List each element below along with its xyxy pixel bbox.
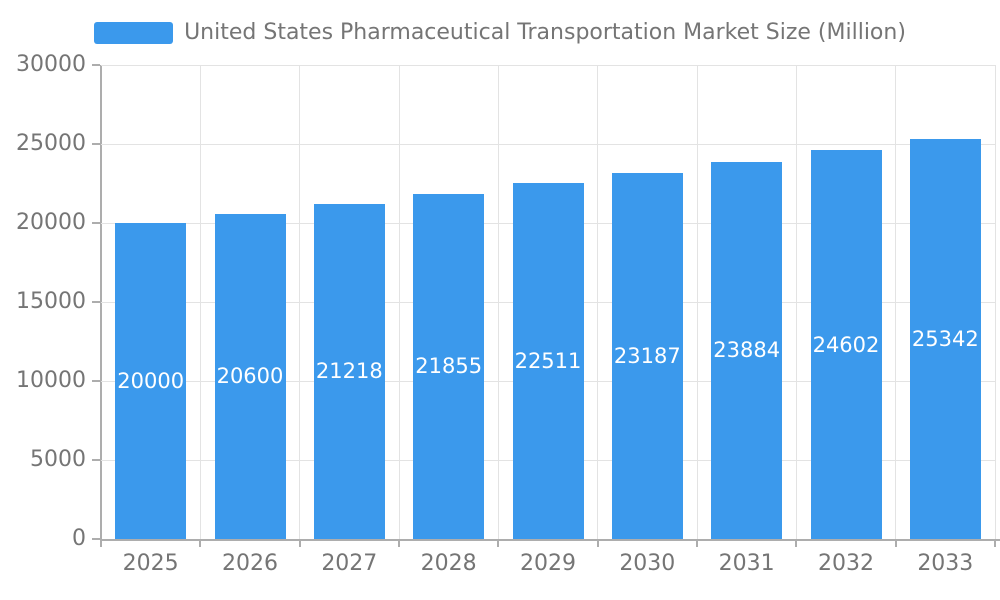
bar-2029[interactable] [512, 183, 584, 539]
y-axis-label: 15000 [16, 289, 86, 314]
bar-2026[interactable] [214, 213, 286, 539]
gridline-vertical [597, 65, 599, 539]
x-axis-label: 2033 [917, 551, 974, 576]
x-axis-label: 2028 [420, 551, 477, 576]
x-axis-label: 2026 [221, 551, 278, 576]
bar-value-label: 23884 [713, 338, 781, 363]
gridline-vertical [895, 65, 897, 539]
bar-2031[interactable] [711, 161, 783, 539]
x-axis-tick [497, 540, 500, 547]
gridline-vertical [994, 65, 996, 539]
y-axis-tick [92, 301, 100, 303]
y-axis-label: 0 [72, 526, 86, 551]
y-axis-label: 5000 [30, 447, 86, 472]
x-axis-label: 2032 [817, 551, 874, 576]
bar-2030[interactable] [611, 172, 683, 539]
x-axis-label: 2029 [519, 551, 576, 576]
x-axis-tick [298, 540, 301, 547]
y-axis-tick [92, 459, 100, 461]
bar-value-label: 24602 [812, 332, 880, 357]
y-axis-label: 25000 [16, 131, 86, 156]
bar-value-label: 21218 [315, 359, 383, 384]
bar-2032[interactable] [810, 150, 882, 539]
x-axis-tick [795, 540, 798, 547]
y-axis-tick [92, 380, 100, 382]
bar-2025[interactable] [115, 223, 187, 539]
legend-item[interactable]: United States Pharmaceutical Transportat… [0, 20, 1000, 45]
x-axis-line [100, 539, 1000, 541]
x-axis-tick [100, 540, 102, 547]
gridline-horizontal [101, 64, 995, 66]
x-axis-tick [894, 540, 897, 547]
y-axis-tick [92, 222, 100, 224]
gridline-vertical [795, 65, 797, 539]
bar-value-label: 23187 [613, 343, 681, 368]
y-axis-tick [92, 64, 100, 66]
x-axis-label: 2027 [321, 551, 378, 576]
y-axis-label: 20000 [16, 210, 86, 235]
gridline-vertical [696, 65, 698, 539]
gridline-vertical [299, 65, 301, 539]
y-axis-label: 30000 [16, 52, 86, 77]
gridline-vertical [199, 65, 201, 539]
gridline-vertical [398, 65, 400, 539]
x-axis-tick [596, 540, 599, 547]
bar-value-label: 21855 [415, 354, 483, 379]
gridline-vertical [497, 65, 499, 539]
bar-2028[interactable] [413, 193, 485, 539]
x-axis-label: 2030 [619, 551, 676, 576]
y-axis-tick [92, 538, 100, 540]
bar-value-label: 22511 [514, 349, 582, 374]
x-axis-tick [994, 540, 996, 547]
bar-2027[interactable] [313, 203, 385, 539]
legend-label: United States Pharmaceutical Transportat… [184, 20, 906, 45]
y-axis-tick [92, 143, 100, 145]
bar-2033[interactable] [909, 138, 981, 539]
x-axis-label: 2031 [718, 551, 775, 576]
gridline-horizontal [101, 143, 995, 145]
y-axis-label: 10000 [16, 368, 86, 393]
x-axis-tick [696, 540, 698, 547]
bar-value-label: 25342 [911, 326, 979, 351]
x-axis-label: 2025 [122, 551, 179, 576]
x-axis-tick [398, 540, 400, 547]
bar-value-label: 20600 [216, 364, 284, 389]
x-axis-tick [199, 540, 202, 547]
plot-area: 0 5000 10000 15000 20000 25000 30000 20000 2025 2… [16, 52, 1000, 576]
legend-swatch-icon [94, 21, 174, 44]
bar-value-label: 20000 [117, 369, 185, 393]
